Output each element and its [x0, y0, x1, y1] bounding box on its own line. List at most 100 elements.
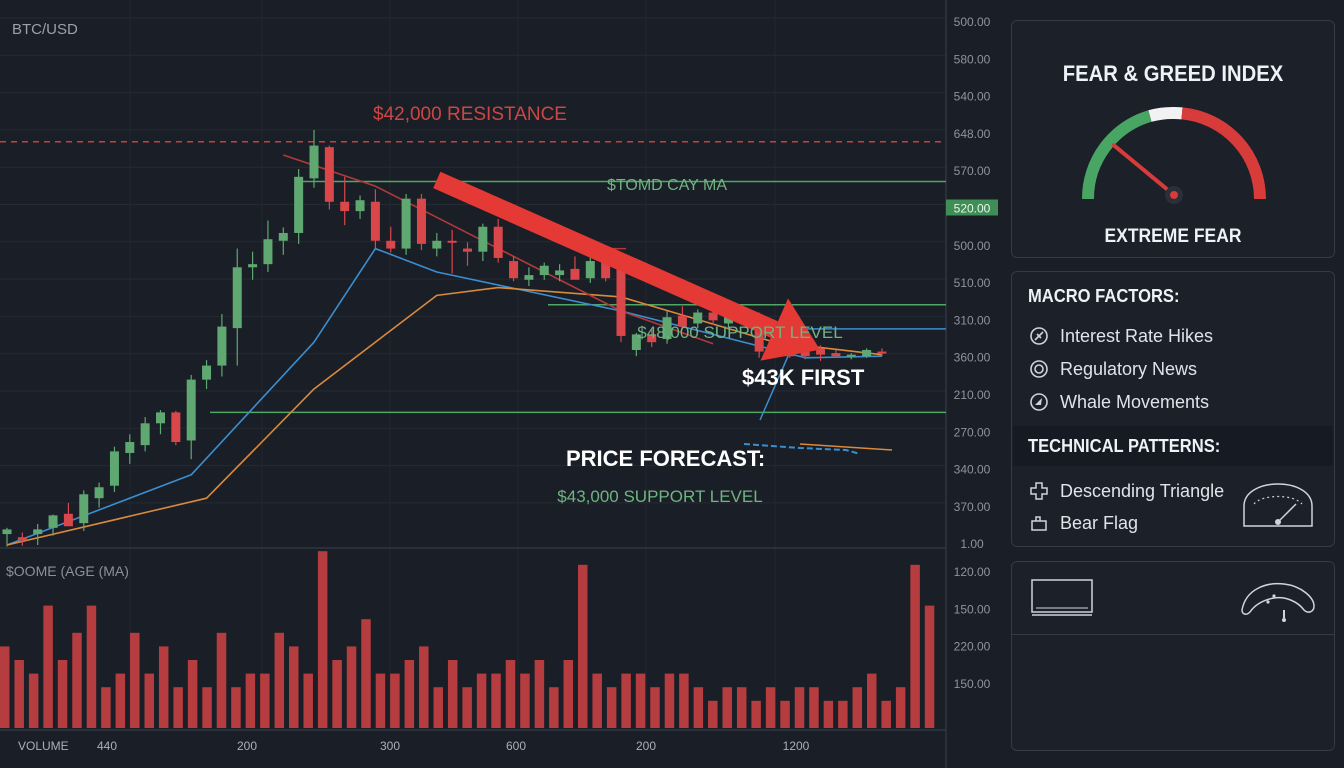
macro-item: Whale Movements	[1028, 388, 1209, 416]
price-axis-label: 310.00	[954, 313, 991, 327]
technical-item: Descending Triangle	[1028, 477, 1224, 505]
fear-greed-title: FEAR & GREED INDEX	[1062, 61, 1284, 86]
volume-bar	[346, 646, 357, 728]
no-entry-icon	[1028, 325, 1050, 347]
volume-bar	[447, 660, 458, 728]
candle	[63, 513, 73, 527]
volume-bar	[592, 673, 602, 728]
volume-bar	[895, 687, 906, 728]
volume-bar	[765, 687, 776, 728]
gauge-neutral-arc	[1148, 107, 1183, 122]
volume-bar	[390, 673, 400, 728]
candle	[447, 240, 457, 243]
candle	[340, 201, 350, 212]
volume-bar	[664, 673, 675, 728]
volume-bar	[130, 632, 140, 728]
price-axis: 500.00 580.00 540.00 648.00 570.00 520.00 500.…	[946, 15, 998, 551]
volume-bar	[216, 632, 227, 728]
volume-bar	[679, 673, 689, 728]
forecast-arrow-shaft	[433, 171, 778, 338]
bottom-panel	[1011, 561, 1335, 751]
candle	[79, 494, 89, 524]
volume-bar	[14, 660, 24, 728]
candle	[33, 529, 43, 535]
price-axis-label: 500.00	[954, 239, 991, 253]
x-axis-tick-label: 1200	[783, 739, 810, 753]
candle	[248, 264, 258, 268]
volume-bar	[924, 605, 935, 728]
macro-item-label: Interest Rate Hikes	[1060, 325, 1214, 346]
volume-bar	[332, 660, 342, 728]
candle	[386, 240, 396, 249]
forecast-arrow-head	[760, 298, 820, 361]
whale-icon	[1028, 391, 1050, 413]
volume-bar	[809, 687, 819, 728]
price-axis-label: 570.00	[954, 164, 991, 178]
candle	[309, 145, 319, 179]
volume-bar	[505, 660, 516, 728]
volume-bar	[28, 673, 39, 728]
forecast-arrow	[433, 171, 893, 455]
x-axis-tick-label: 440	[97, 739, 117, 753]
chart-symbol: BTC/USD	[12, 21, 78, 38]
price-axis-label: 370.00	[954, 500, 991, 514]
forecast-label: PRICE FORECAST:	[566, 446, 765, 471]
volume-bar	[794, 687, 805, 728]
volume-axis-label: 120.00	[954, 565, 991, 579]
candle	[631, 334, 641, 350]
panel-divider	[1012, 634, 1334, 635]
flag-icon	[1028, 512, 1050, 534]
volume-bar	[187, 660, 198, 728]
volume-bar	[289, 646, 299, 728]
price-chart[interactable]: 500.00 580.00 540.00 648.00 570.00 520.00 500.…	[0, 0, 1000, 768]
technical-header-band	[1013, 426, 1333, 466]
x-axis-tick-label: 200	[636, 739, 656, 753]
volume-bar	[260, 673, 270, 728]
volume-bar	[852, 687, 863, 728]
candle	[708, 312, 718, 321]
volume-bar	[57, 660, 68, 728]
macro-item: Interest Rate Hikes	[1028, 322, 1213, 350]
candle	[324, 147, 334, 202]
fear-greed-value: EXTREME FEAR	[1104, 226, 1242, 247]
volume-bar	[404, 660, 415, 728]
candle	[846, 354, 856, 357]
moving-average-line	[6, 286, 883, 546]
candle	[463, 248, 472, 252]
price-axis-label: 360.00	[954, 351, 991, 365]
candle	[677, 315, 687, 327]
candle	[493, 226, 503, 258]
price-axis-label: 210.00	[954, 388, 991, 402]
candle	[416, 198, 426, 244]
macro-title: MACRO FACTORS:	[1028, 286, 1180, 306]
candle	[355, 200, 365, 212]
price-axis-label: 340.00	[954, 463, 991, 477]
gauge-fear-arc	[1081, 110, 1152, 200]
x-axis-tick-label: 200	[237, 739, 257, 753]
volume-bar	[0, 646, 10, 728]
fear-greed-panel: FEAR & GREED INDEX EXTREME FEAR	[1011, 20, 1335, 258]
chart-canvas[interactable]: 500.00 580.00 540.00 648.00 570.00 520.00 500.…	[0, 0, 1000, 768]
volume-bar	[650, 687, 660, 728]
volume-bar	[563, 660, 574, 728]
monitor-icon	[1031, 579, 1093, 616]
volume-axis: 120.00 150.00 220.00 150.00	[954, 565, 991, 691]
technical-item-label: Descending Triangle	[1060, 480, 1225, 501]
candle	[478, 226, 488, 252]
volume-bar	[910, 564, 920, 728]
price-axis-label: 520.00	[954, 202, 991, 216]
candle	[555, 270, 565, 276]
cross-icon	[1028, 480, 1050, 502]
candle	[524, 275, 534, 280]
volume-bar	[780, 700, 790, 728]
price-levels	[0, 140, 946, 421]
volume-axis-label: 150.00	[954, 677, 991, 691]
volume-bar	[245, 673, 256, 728]
volume-bar	[303, 673, 313, 728]
technical-item-label: Bear Flag	[1060, 512, 1139, 533]
candle	[140, 423, 150, 446]
volume-label: VOLUME	[18, 739, 69, 753]
volume-bar	[419, 646, 429, 728]
candle	[171, 412, 181, 443]
candle	[539, 265, 549, 276]
